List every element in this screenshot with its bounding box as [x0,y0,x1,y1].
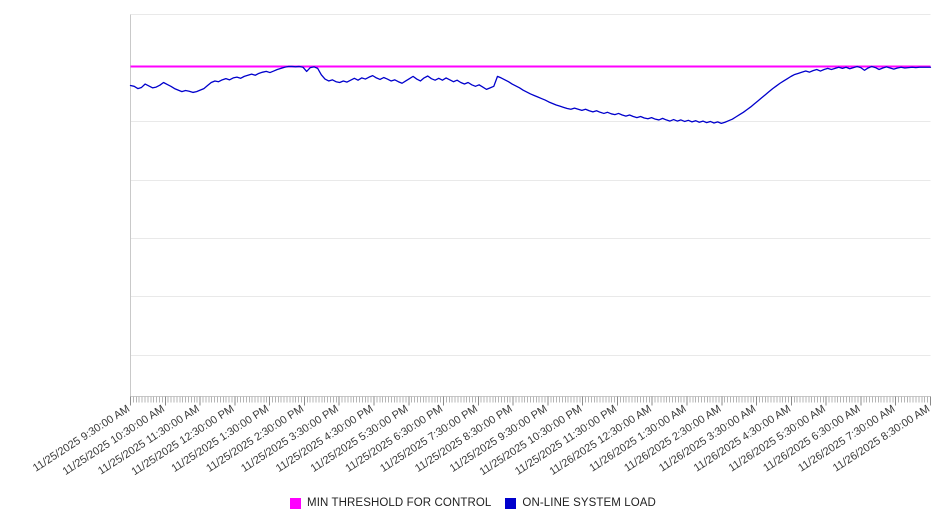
legend-item-load[interactable]: ON-LINE SYSTEM LOAD [505,497,656,509]
legend-label-load: ON-LINE SYSTEM LOAD [522,497,656,509]
legend-swatch-threshold [290,497,302,509]
data-series [129,65,932,125]
chart-legend: MIN THRESHOLD FOR CONTROL ON-LINE SYSTEM… [0,497,946,509]
legend-item-threshold[interactable]: MIN THRESHOLD FOR CONTROL [290,497,491,509]
axis-ticks [130,396,931,406]
series-line-load [129,65,932,125]
gridlines [130,14,931,356]
legend-swatch-load [505,497,517,509]
legend-label-threshold: MIN THRESHOLD FOR CONTROL [307,497,492,509]
plot-background [130,14,930,396]
